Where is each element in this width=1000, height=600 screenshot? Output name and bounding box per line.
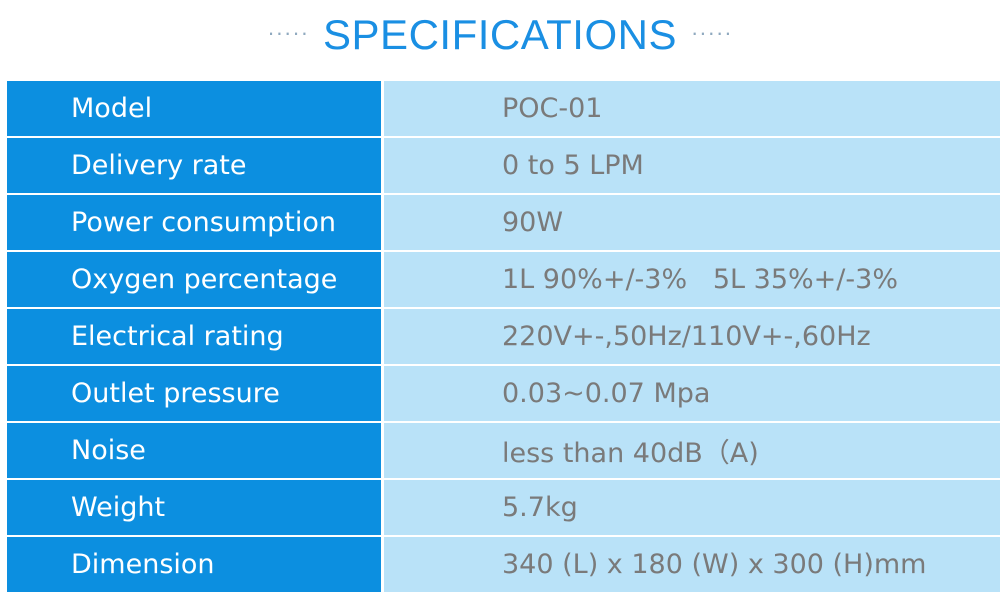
spec-value: 340 (L) x 180 (W) x 300 (H)mm xyxy=(384,537,1000,592)
spec-label: Outlet pressure xyxy=(7,366,381,421)
specifications-table: Model POC-01 Delivery rate 0 to 5 LPM Po… xyxy=(7,81,1000,592)
spec-value: 90W xyxy=(384,195,1000,250)
left-decorative-dots: ····· xyxy=(267,20,310,45)
table-row: Noise less than 40dB（A) xyxy=(7,423,1000,478)
table-row: Oxygen percentage 1L 90%+/-3% 5L 35%+/-3… xyxy=(7,252,1000,307)
table-row: Dimension 340 (L) x 180 (W) x 300 (H)mm xyxy=(7,537,1000,592)
table-row: Weight 5.7kg xyxy=(7,480,1000,535)
spec-label: Oxygen percentage xyxy=(7,252,381,307)
right-decorative-dots: ····· xyxy=(690,20,733,45)
spec-value: 0 to 5 LPM xyxy=(384,138,1000,193)
spec-label: Weight xyxy=(7,480,381,535)
spec-label: Noise xyxy=(7,423,381,478)
table-row: Electrical rating 220V+-,50Hz/110V+-,60H… xyxy=(7,309,1000,364)
spec-value: 1L 90%+/-3% 5L 35%+/-3% xyxy=(384,252,1000,307)
table-row: Model POC-01 xyxy=(7,81,1000,136)
spec-value: 220V+-,50Hz/110V+-,60Hz xyxy=(384,309,1000,364)
spec-label: Dimension xyxy=(7,537,381,592)
spec-value: 5.7kg xyxy=(384,480,1000,535)
page-title: SPECIFICATIONS xyxy=(323,11,677,58)
table-row: Outlet pressure 0.03~0.07 Mpa xyxy=(7,366,1000,421)
spec-value: POC-01 xyxy=(384,81,1000,136)
spec-value: less than 40dB（A) xyxy=(384,423,1000,478)
spec-value: 0.03~0.07 Mpa xyxy=(384,366,1000,421)
spec-label: Power consumption xyxy=(7,195,381,250)
page-header: ····· SPECIFICATIONS ····· xyxy=(0,0,1000,70)
table-row: Delivery rate 0 to 5 LPM xyxy=(7,138,1000,193)
table-row: Power consumption 90W xyxy=(7,195,1000,250)
spec-label: Delivery rate xyxy=(7,138,381,193)
spec-label: Model xyxy=(7,81,381,136)
spec-label: Electrical rating xyxy=(7,309,381,364)
